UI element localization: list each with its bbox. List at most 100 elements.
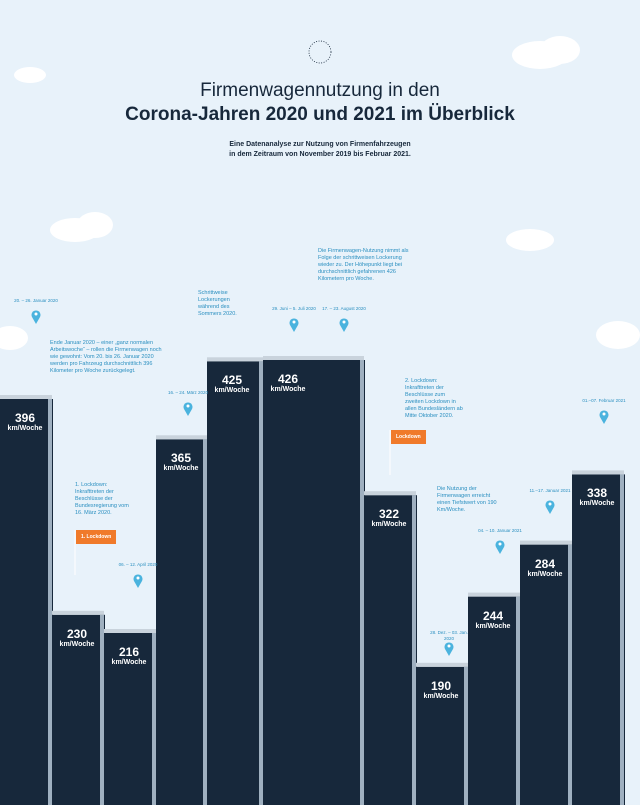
annotation: Ende Januar 2020 – einer „ganz normalen …: [50, 340, 162, 374]
step-side: [568, 544, 572, 805]
step-edge: [468, 592, 520, 597]
step-side: [620, 474, 624, 805]
pin-dot: [548, 502, 552, 506]
annotation: 2. Lockdown: Inkrafttreten der Beschlüss…: [405, 378, 463, 419]
step-side: [203, 439, 207, 805]
value: 425: [221, 373, 243, 388]
date-label: 16. – 24. März 2020: [167, 390, 209, 395]
value-label: 216 km/Woche: [104, 645, 154, 666]
value-label: 322 km/Woche: [364, 507, 414, 528]
step-bar: [364, 495, 417, 805]
unit: km/Woche: [214, 387, 250, 395]
logo: [308, 40, 332, 64]
unit: km/Woche: [163, 465, 199, 473]
step-bar: [52, 614, 105, 805]
unit: km/Woche: [527, 570, 563, 578]
step-bar: [416, 666, 469, 805]
pin-marker: [444, 642, 454, 656]
pin-marker: [289, 318, 299, 332]
value: 244: [482, 608, 504, 623]
value-label: 190 km/Woche: [416, 679, 466, 700]
step-edge: [104, 629, 156, 633]
step-side: [516, 596, 520, 805]
unit: km/Woche: [7, 425, 43, 432]
annotation: 1. Lockdown: Inkrafttreten der Beschlüss…: [75, 482, 129, 516]
pin-dot: [602, 412, 606, 416]
step-bar: [104, 633, 157, 805]
step-edge: [364, 491, 416, 496]
date-label: 28. Dez. – 03. Jan. 2020: [430, 630, 468, 641]
value-label: 338 km/Woche: [572, 486, 622, 507]
annotation: Die Nutzung der Firmenwagen erreicht ein…: [437, 486, 497, 513]
step-edge: [520, 540, 572, 545]
value: 216: [118, 645, 140, 659]
pin-dot: [342, 320, 346, 324]
step-side: [259, 361, 263, 805]
step-bar: [520, 544, 573, 805]
value-label: 396 km/Woche: [0, 411, 50, 432]
pin-dot: [136, 576, 140, 580]
step-side: [152, 633, 156, 805]
pin-marker: [545, 500, 555, 514]
date-label: 11.–17. Januar 2021: [529, 488, 571, 493]
title: Corona-Jahren 2020 und 2021 im Überblick: [125, 104, 515, 125]
value: 426: [277, 372, 299, 386]
step-edge: [52, 610, 104, 615]
value-label: 426 km/Woche: [263, 372, 313, 393]
clouds: [0, 36, 640, 350]
step-side: [360, 360, 364, 805]
value-label: 230 km/Woche: [52, 627, 102, 648]
step-bar: [0, 399, 53, 805]
unit: km/Woche: [59, 640, 95, 648]
unit: km/Woche: [475, 622, 511, 630]
pin-marker: [495, 540, 505, 554]
step-bar: [468, 596, 521, 805]
pin-marker: [183, 402, 193, 416]
step-edge: [416, 662, 468, 667]
flag: Lockdown: [391, 430, 426, 444]
step-bar: [572, 474, 625, 805]
value-label: 365 km/Woche: [156, 451, 206, 472]
subtitle: in dem Zeitraum von November 2019 bis Fe…: [229, 151, 411, 158]
pin-marker: [31, 310, 41, 324]
step-edge: [156, 435, 207, 440]
subtitle: Eine Datenanalyse zur Nutzung von Firmen…: [229, 141, 411, 148]
date-label: 04. – 10. Januar 2021: [478, 528, 522, 533]
flag: 1. Lockdown: [76, 530, 117, 544]
unit: km/Woche: [270, 386, 306, 393]
pin-dot: [186, 404, 190, 408]
unit: km/Woche: [579, 500, 615, 508]
unit: km/Woche: [371, 521, 407, 529]
date-label: 06. – 12. April 2020: [118, 562, 158, 567]
date-label: 17. – 23. August 2020: [322, 306, 366, 311]
value: 396: [14, 411, 36, 425]
value-label: 284 km/Woche: [520, 557, 570, 578]
value: 284: [534, 556, 556, 571]
step-bar: [207, 361, 264, 805]
date-label: 20. – 26. Januar 2020: [14, 298, 58, 303]
step-edge: [207, 357, 263, 362]
date-label: 01.–07. Februar 2021: [582, 398, 626, 403]
title: Firmenwagennutzung in den: [200, 80, 440, 101]
step-bar: [263, 360, 365, 805]
step-side: [464, 666, 468, 805]
value: 338: [586, 486, 608, 501]
pin-marker: [599, 410, 609, 424]
step-bar: [156, 439, 208, 805]
step-side: [100, 614, 104, 805]
value: 230: [66, 626, 88, 641]
pin-dot: [292, 320, 296, 324]
value: 322: [378, 507, 400, 522]
step-side: [412, 495, 416, 805]
annotation: Die Firmenwagen-Nutzung nimmt als Folge …: [318, 248, 409, 282]
pin-marker: [339, 318, 349, 332]
unit: km/Woche: [111, 659, 147, 666]
pin-dot: [498, 542, 502, 546]
value-label: 425 km/Woche: [207, 373, 257, 394]
step-side: [48, 399, 52, 805]
value: 365: [170, 451, 192, 466]
pin-dot: [34, 312, 38, 316]
value: 190: [430, 678, 452, 693]
step-edge: [572, 470, 624, 475]
